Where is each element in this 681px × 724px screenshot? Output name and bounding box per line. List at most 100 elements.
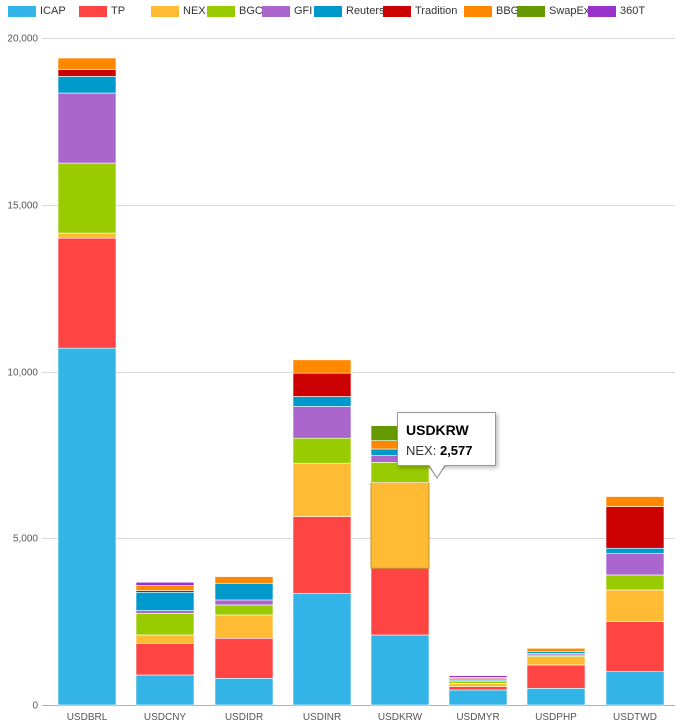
tooltip-series-label: NEX: [406,443,437,458]
bar-segment-usdbrl-bbg[interactable] [57,57,117,70]
bar-segment-usdcny-icap[interactable] [135,674,195,706]
bar-segment-usdtwd-bbg[interactable] [605,496,665,507]
legend-label: Tradition [415,5,458,17]
legend-swatch [262,5,290,17]
bar-segment-usdtwd-tp[interactable] [605,621,665,672]
bar-segment-usdmyr-nex[interactable] [448,683,508,687]
bars[interactable] [57,57,665,706]
bar-segment-usdcny-tp[interactable] [135,643,195,676]
x-tick-label: USDIDR [225,712,263,723]
legend-item-tradition[interactable]: Tradition [383,4,457,18]
bar-segment-usdbrl-tp[interactable] [57,237,117,349]
x-tick-label: USDBRL [67,712,108,723]
legend-item-icap[interactable]: ICAP [8,4,66,18]
tooltip-value: 2,577 [439,443,473,458]
bar-segment-usdbrl-nex[interactable] [57,232,117,239]
legend-swatch [464,5,492,17]
y-tick-label: 15,000 [7,201,38,212]
x-tick-label: USDTWD [613,712,657,723]
bar-segment-usdcny-360t[interactable] [135,581,195,586]
x-tick-label: USDPHP [535,712,577,723]
bar-segment-usdinr-bgc[interactable] [292,437,352,464]
legend-label: BGC [239,5,263,17]
y-tick-label: 0 [32,701,38,712]
legend-label: ICAP [40,5,66,17]
tooltip-title: USDKRW [406,422,469,438]
gridlines [42,38,675,706]
bar-segment-usdinr-tp[interactable] [292,516,352,594]
bar-segment-usdinr-bbg[interactable] [292,359,352,374]
bar-segment-usdtwd-icap[interactable] [605,671,665,706]
bar-segment-usdtwd-tradition[interactable] [605,506,665,549]
legend-label: 360T [620,5,646,17]
legend-swatch [207,5,235,17]
legend-item-swapex[interactable]: SwapEx [517,4,589,18]
legend-item-reuters[interactable]: Reuters [314,4,385,18]
legend-label: Reuters [346,5,385,17]
bar-segment-usdidr-gfi[interactable] [214,599,274,606]
bar-segment-usdinr-nex[interactable] [292,462,352,517]
legend-item-bbg[interactable]: BBG [464,4,519,18]
legend-item-360t[interactable]: 360T [588,4,645,18]
bar-segment-usdmyr-360t[interactable] [448,675,508,678]
bar-segment-usdmyr-tp[interactable] [448,686,508,691]
legend-item-bgc[interactable]: BGC [207,4,263,18]
legend-label: NEX [183,5,206,17]
legend-label: SwapEx [549,5,590,17]
bar-segment-usdtwd-reuters[interactable] [605,547,665,554]
legend: ICAP TP NEX BGC GFI Reuters Tradition BBG SwapEx… [0,0,681,22]
x-tick-label: USDINR [303,712,341,723]
bar-segment-usdinr-tradition[interactable] [292,372,352,397]
legend-label: BBG [496,5,520,17]
y-axis-ticks: 0 5,000 10,000 15,000 20,000 [7,34,38,712]
y-tick-label: 10,000 [7,368,38,379]
bar-segment-usdidr-tp[interactable] [214,637,274,679]
bar-segment-usdbrl-icap[interactable] [57,347,117,706]
bar-segment-usdcny-reuters[interactable] [135,591,195,611]
bar-segment-usdcny-nex[interactable] [135,634,195,644]
bar-segment-usdcny-bgc[interactable] [135,612,195,636]
legend-swatch [8,5,36,17]
bar-segment-usdphp-icap[interactable] [526,688,586,706]
bar-segment-usdtwd-nex[interactable] [605,589,665,622]
bar-segment-usdtwd-gfi[interactable] [605,552,665,576]
bar-segment-usdcny-bbg[interactable] [135,585,195,591]
bar-segment-usdphp-nex[interactable] [526,656,586,666]
legend-swatch [588,5,616,17]
bar-segment-usdkrw-nex[interactable] [370,481,430,569]
bar-segment-usdinr-icap[interactable] [292,592,352,706]
legend-item-tp[interactable]: TP [79,4,125,18]
legend-label: TP [111,5,126,17]
bar-segment-usdinr-reuters[interactable] [292,396,352,407]
x-tick-label: USDMYR [456,712,499,723]
bar-segment-usdidr-nex[interactable] [214,614,274,639]
bar-segment-usdbrl-gfi[interactable] [57,92,117,164]
bar-segment-usdphp-bbg[interactable] [526,648,586,652]
bar-segment-usdbrl-bgc[interactable] [57,162,117,234]
bar-segment-usdidr-bgc[interactable] [214,604,274,616]
bar-segment-usdidr-reuters[interactable] [214,582,274,601]
bar-segment-usdbrl-reuters[interactable] [57,76,117,94]
x-axis-labels: USDBRL USDCNY USDIDR USDINR USDKRW USDMYR USDP… [67,712,657,723]
tooltip-pointer [428,463,446,477]
bar-segment-usdmyr-icap[interactable] [448,689,508,706]
tooltip: USDKRW NEX: 2,577 [397,412,496,466]
bar-segment-usdphp-tp[interactable] [526,664,586,689]
legend-swatch [314,5,342,17]
bar-segment-usdidr-icap[interactable] [214,678,274,706]
y-tick-label: 20,000 [7,34,38,45]
legend-item-nex[interactable]: NEX [151,4,206,18]
tooltip-line: NEX: 2,577 [406,443,473,458]
bar-segment-usdkrw-icap[interactable] [370,634,430,706]
legend-item-gfi[interactable]: GFI [262,4,312,18]
bar-segment-usdkrw-tp[interactable] [370,567,430,636]
bar-segment-usdbrl-tradition[interactable] [57,69,117,77]
legend-swatch [151,5,179,17]
bar-segment-usdidr-bbg[interactable] [214,576,274,584]
legend-swatch [79,5,107,17]
bar-segment-usdtwd-bgc[interactable] [605,574,665,591]
bar-segment-usdinr-gfi[interactable] [292,406,352,439]
legend-swatch [383,5,411,17]
bar-segment-usdcny-gfi[interactable] [135,610,195,614]
